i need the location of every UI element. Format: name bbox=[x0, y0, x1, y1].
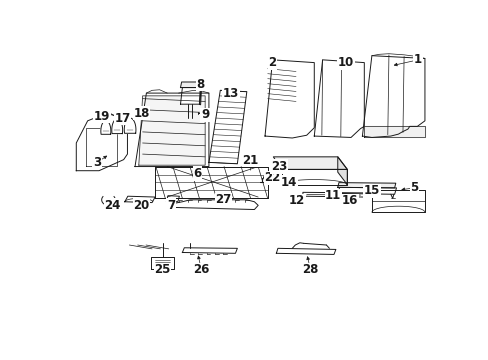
Text: 21: 21 bbox=[242, 154, 258, 167]
Polygon shape bbox=[180, 82, 200, 87]
Polygon shape bbox=[76, 112, 127, 171]
Polygon shape bbox=[291, 201, 302, 206]
Polygon shape bbox=[371, 190, 424, 212]
Polygon shape bbox=[155, 167, 267, 198]
Polygon shape bbox=[182, 248, 237, 253]
Text: 16: 16 bbox=[341, 194, 357, 207]
Text: 25: 25 bbox=[154, 263, 170, 276]
Text: 26: 26 bbox=[193, 263, 209, 276]
Polygon shape bbox=[101, 121, 111, 134]
Polygon shape bbox=[364, 126, 424, 138]
Polygon shape bbox=[169, 200, 258, 210]
Text: 6: 6 bbox=[193, 167, 201, 180]
Text: 20: 20 bbox=[133, 199, 149, 212]
Polygon shape bbox=[302, 192, 364, 197]
Polygon shape bbox=[151, 257, 174, 269]
Polygon shape bbox=[85, 128, 117, 166]
Polygon shape bbox=[166, 195, 179, 202]
Text: 15: 15 bbox=[363, 184, 379, 197]
Polygon shape bbox=[199, 82, 202, 105]
Polygon shape bbox=[208, 90, 246, 164]
Ellipse shape bbox=[244, 155, 255, 166]
Polygon shape bbox=[276, 248, 335, 255]
Ellipse shape bbox=[263, 175, 274, 181]
Text: 22: 22 bbox=[264, 171, 280, 184]
Text: 4: 4 bbox=[270, 165, 279, 178]
Text: 18: 18 bbox=[133, 107, 149, 120]
Polygon shape bbox=[314, 60, 364, 138]
Text: 28: 28 bbox=[302, 263, 318, 276]
Polygon shape bbox=[264, 60, 314, 138]
Text: 24: 24 bbox=[104, 199, 120, 212]
Polygon shape bbox=[139, 96, 205, 165]
Polygon shape bbox=[112, 119, 122, 134]
Polygon shape bbox=[124, 196, 155, 203]
Text: 9: 9 bbox=[201, 108, 209, 121]
Text: 19: 19 bbox=[94, 110, 110, 123]
Polygon shape bbox=[281, 169, 346, 185]
Text: 10: 10 bbox=[337, 56, 353, 69]
Text: 8: 8 bbox=[196, 78, 204, 91]
Polygon shape bbox=[180, 87, 201, 104]
Text: 5: 5 bbox=[409, 181, 418, 194]
Text: 1: 1 bbox=[413, 53, 421, 66]
Polygon shape bbox=[337, 187, 396, 194]
Text: 14: 14 bbox=[281, 176, 297, 189]
Polygon shape bbox=[273, 157, 346, 169]
Polygon shape bbox=[337, 157, 346, 185]
Polygon shape bbox=[337, 183, 395, 188]
Text: 12: 12 bbox=[288, 194, 305, 207]
Polygon shape bbox=[135, 93, 208, 167]
Text: 2: 2 bbox=[268, 56, 276, 69]
Text: 7: 7 bbox=[166, 199, 175, 212]
Polygon shape bbox=[124, 118, 136, 133]
Text: 27: 27 bbox=[215, 193, 231, 206]
Text: 23: 23 bbox=[270, 160, 286, 173]
Polygon shape bbox=[362, 56, 424, 138]
Text: 3: 3 bbox=[93, 156, 101, 169]
Text: 17: 17 bbox=[114, 112, 130, 125]
Text: 13: 13 bbox=[223, 87, 239, 100]
Text: 11: 11 bbox=[325, 189, 341, 202]
Polygon shape bbox=[344, 201, 356, 207]
